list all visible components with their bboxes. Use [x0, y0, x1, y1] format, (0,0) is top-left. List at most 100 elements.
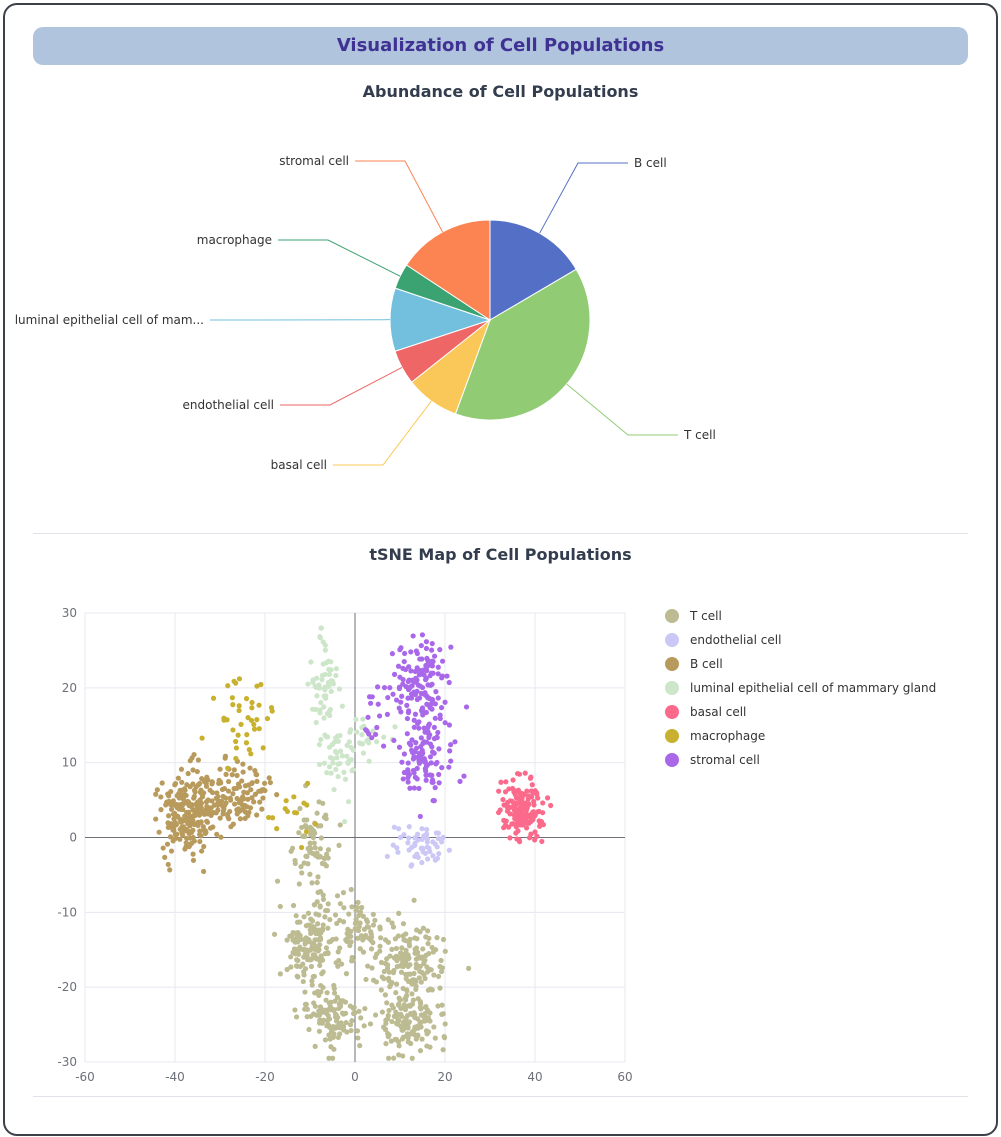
- scatter-point: [400, 681, 406, 687]
- scatter-point: [427, 1018, 433, 1024]
- scatter-point: [357, 946, 363, 952]
- scatter-point: [393, 697, 400, 703]
- scatter-point: [221, 717, 227, 723]
- scatter-point: [403, 976, 409, 982]
- scatter-point: [316, 761, 323, 768]
- scatter-point: [313, 719, 319, 726]
- legend-item[interactable]: stromal cell: [665, 748, 936, 772]
- dashboard-frame: [3, 3, 998, 1136]
- scatter-point: [222, 753, 229, 759]
- scatter-point: [372, 1012, 379, 1018]
- scatter-point: [396, 684, 403, 690]
- legend-item[interactable]: B cell: [665, 652, 936, 676]
- x-tick-label: -40: [165, 1070, 185, 1084]
- scatter-point: [423, 1004, 429, 1010]
- scatter-point: [187, 784, 193, 790]
- scatter-point: [354, 904, 360, 911]
- scatter-point: [323, 816, 329, 822]
- scatter-point: [217, 779, 224, 785]
- scatter-point: [446, 722, 453, 728]
- scatter-point: [504, 808, 511, 814]
- scatter-point: [352, 920, 358, 927]
- legend-item[interactable]: macrophage: [665, 724, 936, 748]
- scatter-point: [326, 1006, 332, 1012]
- scatter-point: [435, 671, 441, 677]
- y-tick-label: -20: [57, 980, 77, 994]
- scatter-point: [419, 826, 425, 832]
- legend-marker-icon: [665, 681, 679, 695]
- legend-item[interactable]: endothelial cell: [665, 628, 936, 652]
- pie-slice[interactable]: [454, 268, 591, 421]
- scatter-point: [418, 735, 424, 741]
- scatter-point: [334, 994, 341, 1000]
- legend-label: endothelial cell: [690, 633, 782, 647]
- pie-slice[interactable]: [489, 219, 577, 321]
- scatter-point: [391, 671, 398, 677]
- scatter-point: [378, 935, 384, 941]
- scatter-point: [431, 653, 438, 659]
- scatter-point: [361, 1023, 367, 1029]
- scatter-point: [318, 736, 324, 743]
- legend-item[interactable]: luminal epithelial cell of mammary gland: [665, 676, 936, 700]
- scatter-point: [299, 824, 305, 831]
- scatter-point: [417, 813, 423, 820]
- scatter-point: [167, 867, 173, 873]
- scatter-point: [264, 715, 271, 722]
- scatter-point: [500, 796, 506, 803]
- scatter-point: [342, 818, 348, 825]
- scatter-point: [431, 798, 437, 804]
- scatter-point: [217, 815, 223, 821]
- scatter-point: [154, 787, 160, 793]
- scatter-point: [302, 989, 308, 995]
- legend-item[interactable]: T cell: [665, 604, 936, 628]
- scatter-point: [192, 811, 198, 817]
- scatter-point: [343, 1019, 349, 1026]
- scatter-point: [357, 1043, 363, 1049]
- scatter-point: [259, 806, 265, 812]
- scatter-point: [437, 647, 443, 653]
- scatter-point: [234, 807, 241, 813]
- scatter-point: [393, 990, 399, 996]
- scatter-point: [405, 760, 411, 766]
- scatter-point: [328, 770, 334, 776]
- scatter-point: [405, 709, 412, 716]
- scatter-point: [335, 963, 341, 969]
- scatter-point: [254, 717, 260, 723]
- scatter-point: [324, 770, 330, 776]
- scatter-point: [510, 777, 516, 783]
- scatter-point: [299, 870, 305, 876]
- scatter-point: [168, 806, 175, 812]
- scatter-point: [158, 807, 164, 813]
- scatter-point: [326, 1032, 332, 1038]
- scatter-point: [385, 917, 391, 923]
- scatter-point: [249, 705, 255, 711]
- scatter-point: [167, 834, 174, 840]
- scatter-point: [430, 779, 436, 785]
- scatter-point: [282, 806, 288, 812]
- scatter-point: [323, 997, 329, 1003]
- scatter-point: [312, 845, 318, 851]
- scatter-point: [440, 936, 447, 943]
- scatter-point: [221, 806, 227, 812]
- scatter-point: [244, 732, 250, 738]
- scatter-point: [367, 1021, 374, 1027]
- scatter-point: [412, 853, 418, 860]
- scatter-point: [358, 1015, 364, 1021]
- scatter-point: [318, 835, 324, 841]
- scatter-point: [236, 676, 243, 682]
- scatter-point: [399, 1036, 406, 1042]
- pie-label-line: [539, 162, 628, 234]
- scatter-point: [369, 735, 375, 741]
- scatter-point: [348, 928, 354, 934]
- scatter-point: [518, 815, 524, 821]
- scatter-point: [416, 695, 423, 701]
- scatter-point: [236, 707, 242, 714]
- scatter-point: [329, 741, 336, 748]
- scatter-point: [511, 812, 517, 818]
- pie-chart-title: Abundance of Cell Populations: [362, 82, 639, 101]
- scatter-point: [247, 765, 253, 771]
- scatter-point: [395, 663, 402, 669]
- scatter-point: [421, 725, 427, 731]
- legend-item[interactable]: basal cell: [665, 700, 936, 724]
- scatter-point: [448, 758, 454, 764]
